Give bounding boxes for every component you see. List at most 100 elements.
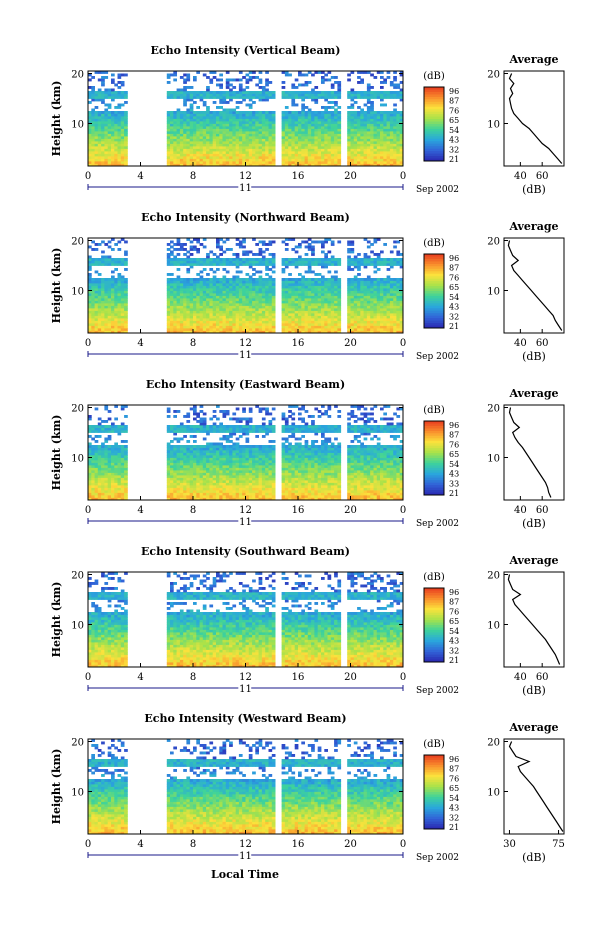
y-tick-label: 20 bbox=[71, 738, 84, 749]
x-tick-label: 0 bbox=[85, 839, 91, 850]
colorbar bbox=[424, 588, 444, 663]
y-tick-label: 10 bbox=[71, 454, 84, 465]
y-tick-label: 10 bbox=[71, 621, 84, 632]
x-tick-label: 8 bbox=[190, 505, 196, 516]
colorbar-tick-label: 32 bbox=[449, 813, 459, 822]
y-tick-label: 20 bbox=[71, 70, 84, 81]
x-tick-label: 0 bbox=[85, 338, 91, 349]
colorbar-tick-label: 87 bbox=[449, 264, 459, 273]
panel-title: Echo Intensity (Northward Beam) bbox=[141, 211, 350, 224]
day-label: 11 bbox=[239, 183, 252, 194]
y-axis-label: Height (km) bbox=[50, 582, 63, 658]
colorbar-tick-label: 96 bbox=[449, 588, 459, 597]
profile-frame bbox=[503, 70, 565, 167]
colorbar bbox=[424, 755, 444, 830]
x-tick-label: 0 bbox=[85, 505, 91, 516]
profile-x-tick-label: 40 bbox=[514, 672, 527, 683]
profile-x-tick-label: 40 bbox=[514, 338, 527, 349]
colorbar-tick-label: 87 bbox=[449, 765, 459, 774]
y-axis-label: Height (km) bbox=[50, 749, 63, 825]
colorbar-tick-label: 65 bbox=[449, 617, 459, 626]
colorbar-tick-label: 76 bbox=[449, 607, 459, 616]
colorbar-label: (dB) bbox=[423, 71, 445, 82]
colorbar-tick-label: 32 bbox=[449, 312, 459, 321]
date-label: Sep 2002 bbox=[416, 853, 459, 863]
colorbar-tick-label: 96 bbox=[449, 755, 459, 764]
x-tick-label: 20 bbox=[344, 672, 357, 683]
colorbar-tick-label: 76 bbox=[449, 774, 459, 783]
profile-y-tick-label: 20 bbox=[487, 70, 500, 81]
x-tick-label: 0 bbox=[85, 171, 91, 182]
profile-title: Average bbox=[508, 53, 558, 66]
profile-title: Average bbox=[508, 721, 558, 734]
colorbar bbox=[424, 87, 444, 162]
colorbar-frame bbox=[423, 253, 445, 329]
x-tick-label: 0 bbox=[400, 505, 406, 516]
profile-x-tick-label: 60 bbox=[536, 171, 549, 182]
panel-3: Echo Intensity (Southward Beam) Height (k… bbox=[50, 545, 565, 697]
y-tick-label: 10 bbox=[71, 120, 84, 131]
profile-title: Average bbox=[508, 387, 558, 400]
x-tick-label: 12 bbox=[239, 672, 252, 683]
colorbar-tick-label: 87 bbox=[449, 598, 459, 607]
profile-y-tick-label: 10 bbox=[487, 287, 500, 298]
x-tick-label: 0 bbox=[85, 672, 91, 683]
colorbar-frame bbox=[423, 420, 445, 496]
profile-y-tick-label: 10 bbox=[487, 621, 500, 632]
colorbar-tick-label: 43 bbox=[449, 804, 459, 813]
colorbar-tick-label: 96 bbox=[449, 87, 459, 96]
colorbar-frame bbox=[423, 86, 445, 162]
x-tick-label: 4 bbox=[137, 338, 143, 349]
intensity-field bbox=[88, 739, 404, 835]
x-tick-label: 12 bbox=[239, 338, 252, 349]
colorbar-tick-label: 65 bbox=[449, 116, 459, 125]
colorbar-tick-label: 76 bbox=[449, 273, 459, 282]
date-label: Sep 2002 bbox=[416, 519, 459, 529]
colorbar-label: (dB) bbox=[423, 238, 445, 249]
date-label: Sep 2002 bbox=[416, 686, 459, 696]
intensity-field bbox=[88, 71, 404, 167]
colorbar-label: (dB) bbox=[423, 572, 445, 583]
x-tick-label: 8 bbox=[190, 672, 196, 683]
colorbar-tick-label: 87 bbox=[449, 431, 459, 440]
profile-frame bbox=[503, 404, 565, 501]
colorbar-tick-label: 54 bbox=[449, 794, 459, 803]
profile-title: Average bbox=[508, 554, 558, 567]
y-tick-label: 10 bbox=[71, 788, 84, 799]
x-tick-label: 16 bbox=[292, 171, 305, 182]
date-label: Sep 2002 bbox=[416, 185, 459, 195]
colorbar-tick-label: 43 bbox=[449, 637, 459, 646]
x-tick-label: 4 bbox=[137, 672, 143, 683]
profile-x-tick-label: 60 bbox=[536, 338, 549, 349]
profile-line bbox=[508, 407, 552, 498]
x-tick-label: 20 bbox=[344, 839, 357, 850]
day-label: 11 bbox=[239, 350, 252, 361]
x-tick-label: 8 bbox=[190, 171, 196, 182]
colorbar-frame bbox=[423, 754, 445, 830]
colorbar-tick-label: 21 bbox=[449, 656, 459, 665]
panel-1: Echo Intensity (Northward Beam) Height (k… bbox=[50, 211, 565, 363]
colorbar-tick-label: 76 bbox=[449, 106, 459, 115]
panel-0: Echo Intensity (Vertical Beam) Height (km… bbox=[50, 44, 565, 196]
colorbar-tick-label: 21 bbox=[449, 489, 459, 498]
colorbar bbox=[424, 254, 444, 329]
profile-y-tick-label: 20 bbox=[487, 738, 500, 749]
x-tick-label: 12 bbox=[239, 839, 252, 850]
profile-x-label: (dB) bbox=[522, 851, 546, 864]
profile-line bbox=[507, 574, 561, 665]
profile-x-tick-label: 30 bbox=[503, 839, 516, 850]
profile-line bbox=[508, 73, 563, 164]
x-tick-label: 4 bbox=[137, 505, 143, 516]
y-axis-label: Height (km) bbox=[50, 248, 63, 324]
x-tick-label: 0 bbox=[400, 171, 406, 182]
local-time-label: Local Time bbox=[211, 868, 279, 881]
panel-title: Echo Intensity (Southward Beam) bbox=[141, 545, 350, 558]
day-label: 11 bbox=[239, 684, 252, 695]
y-tick-label: 10 bbox=[71, 287, 84, 298]
colorbar-tick-label: 32 bbox=[449, 145, 459, 154]
profile-y-tick-label: 10 bbox=[487, 120, 500, 131]
colorbar-tick-label: 96 bbox=[449, 254, 459, 263]
colorbar-tick-label: 87 bbox=[449, 97, 459, 106]
profile-y-tick-label: 10 bbox=[487, 454, 500, 465]
x-tick-label: 20 bbox=[344, 505, 357, 516]
